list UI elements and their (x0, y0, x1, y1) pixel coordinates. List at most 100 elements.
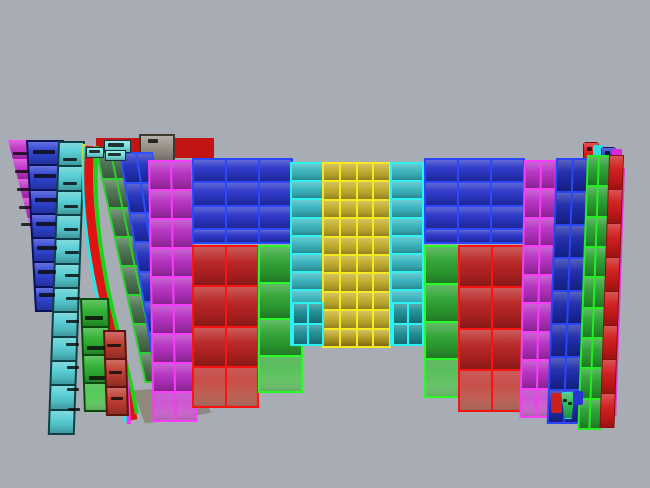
plate-cell (524, 218, 539, 246)
plate-cell (607, 190, 622, 223)
plate-cell (392, 255, 422, 272)
plate-cell (540, 218, 554, 246)
plate-cell (324, 182, 339, 200)
plate-cell (572, 160, 587, 191)
plate-cell (522, 361, 536, 388)
plate-cell (525, 190, 539, 217)
plate-cell (492, 329, 523, 370)
plate-label-mark (37, 246, 57, 250)
plate-cell (324, 274, 339, 292)
plate-label-mark (64, 228, 78, 231)
appendage-blue[interactable] (573, 391, 583, 405)
plate-cell (151, 248, 172, 276)
panel-blue-right[interactable] (424, 158, 525, 244)
strake-magenta-left[interactable] (148, 160, 198, 422)
plate-cell (292, 182, 322, 199)
plate-cell (194, 160, 225, 182)
plate-cell (492, 288, 523, 328)
plate-cell (58, 167, 83, 190)
plate-cell (260, 206, 291, 229)
plate-cell (324, 219, 339, 237)
plate-cell (150, 190, 171, 218)
plate-cell (586, 187, 597, 216)
plate-cell (357, 255, 373, 273)
plate-cell (226, 247, 257, 286)
plate-cell (126, 183, 145, 212)
plate-cell (602, 326, 618, 359)
plate-cell (172, 190, 193, 218)
plate-cell (150, 162, 171, 189)
plate-label-mark (109, 371, 122, 374)
plate-cell (566, 325, 582, 356)
plate-cell (194, 183, 225, 206)
plate-label-mark (63, 182, 77, 185)
plate-cell (227, 206, 258, 229)
plate-label-mark (65, 274, 79, 277)
plate-cell (541, 162, 555, 189)
plate-cell (524, 247, 538, 274)
plate-cell (570, 226, 585, 257)
plate-cell (565, 358, 581, 389)
plate-cell (340, 182, 356, 200)
plate-cell (525, 162, 540, 189)
plate-label-mark (89, 376, 105, 380)
plate-cell (459, 206, 490, 229)
strake-green-right[interactable] (424, 245, 461, 398)
plate-cell (260, 183, 291, 206)
plate-cell (226, 287, 257, 326)
plate-cell (292, 236, 322, 254)
plate-label-mark (108, 143, 124, 147)
plate-cell (152, 277, 173, 305)
plate-label-mark (13, 152, 27, 155)
panel-blue-left[interactable] (192, 158, 293, 244)
plate-cell (357, 237, 373, 255)
panel-red-right[interactable] (458, 245, 525, 412)
plate-cell (392, 273, 422, 290)
plate-cell (226, 367, 257, 407)
plate-cell (459, 183, 490, 206)
plate-cell (460, 370, 491, 411)
plate-cell (53, 313, 77, 336)
tab-cyan[interactable] (593, 145, 604, 161)
plate-cell (459, 230, 490, 242)
plate-cell (374, 329, 389, 347)
plate-cell (152, 306, 173, 334)
panel-yellow-bottom[interactable] (322, 162, 391, 348)
plate-label-mark (107, 344, 121, 347)
plate-cell (394, 304, 407, 323)
panel-red-left[interactable] (192, 245, 259, 408)
patch-teal-left[interactable] (292, 302, 324, 346)
plate-cell (549, 358, 565, 389)
plate-cell (357, 274, 373, 292)
plate-label-mark (66, 343, 79, 346)
plate-cell (601, 360, 616, 393)
plate-cell (324, 311, 339, 329)
appendage-green[interactable] (561, 392, 574, 419)
plate-label-mark (108, 153, 121, 156)
plate-cell (460, 288, 491, 328)
plate-cell (227, 230, 258, 242)
plate-label-mark (65, 251, 79, 254)
plate-cell (394, 325, 407, 344)
plate-cell (357, 219, 373, 237)
plate-cell (194, 247, 225, 286)
plate-cell (153, 364, 174, 392)
patch-teal-right[interactable] (392, 302, 424, 346)
plate-cell (374, 219, 389, 237)
plate-cell (292, 218, 322, 236)
plate-label-mark (67, 388, 79, 391)
plate-cell (172, 219, 193, 247)
plate-cell (492, 183, 523, 206)
plate-label-mark (68, 408, 80, 411)
plate-cell (357, 182, 373, 200)
plate-cell (554, 226, 570, 257)
plate-cell (426, 360, 459, 396)
plate-cell (294, 304, 307, 323)
appendage-red[interactable] (551, 393, 562, 413)
plate-label-mark (605, 151, 610, 155)
plate-cell (459, 160, 490, 182)
plate-cell (194, 367, 225, 407)
plate-cell (340, 329, 356, 347)
plate-cell (357, 311, 373, 329)
